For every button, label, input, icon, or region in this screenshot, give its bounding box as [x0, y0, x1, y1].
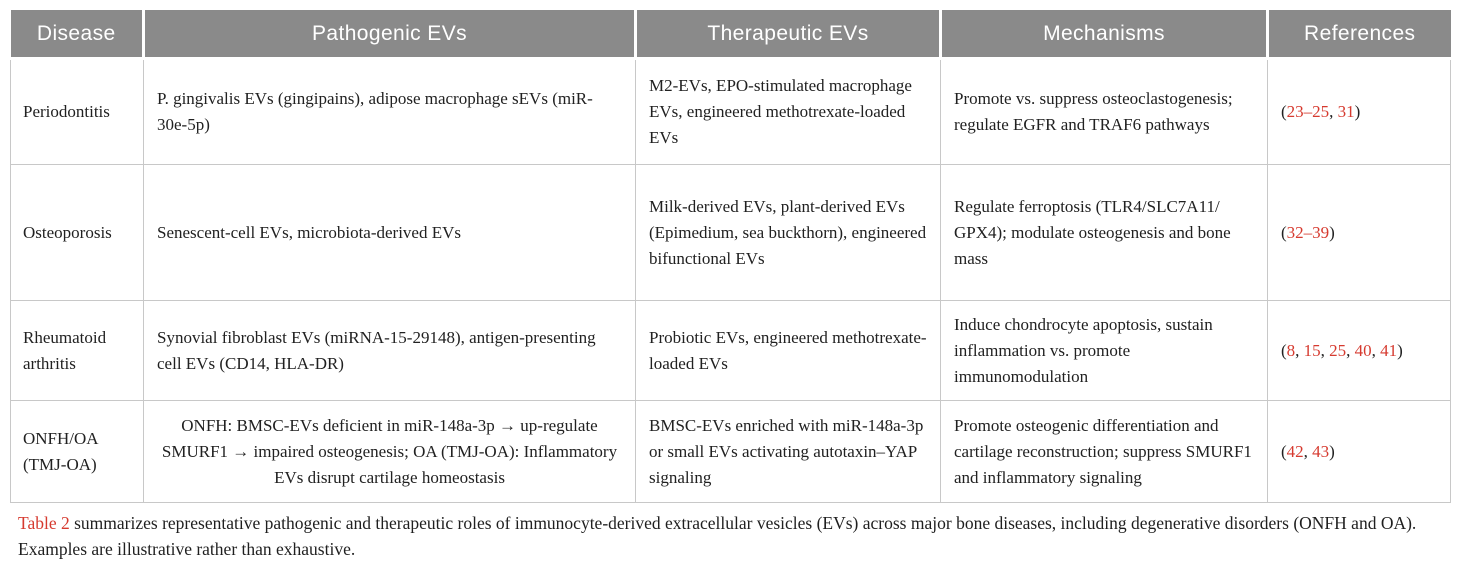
citation-punctuation: ,: [1320, 340, 1330, 360]
citation-link[interactable]: 25: [1329, 340, 1347, 360]
column-header-mechanisms: Mechanisms: [940, 10, 1269, 60]
cell-therapeutic-evs: Milk-derived EVs, plant-derived EVs (Epi…: [635, 164, 941, 301]
citation-punctuation: (: [1281, 222, 1287, 242]
citation-punctuation: ): [1329, 441, 1335, 461]
citation-punctuation: ,: [1346, 340, 1355, 360]
column-header-disease: Disease: [10, 10, 145, 60]
ev-bone-disease-table: Disease Pathogenic EVs Therapeutic EVs M…: [10, 10, 1451, 503]
cell-pathogenic-evs: Synovial fibroblast EVs (miRNA-15-29148)…: [143, 300, 636, 401]
table-row-osteoporosis: Osteoporosis Senescent-cell EVs, microbi…: [10, 164, 1451, 301]
cell-references: (8, 15, 25, 40, 41): [1267, 300, 1451, 401]
citation-link[interactable]: 40: [1354, 340, 1372, 360]
citation-punctuation: ): [1329, 222, 1335, 242]
column-header-pathogenic-evs: Pathogenic EVs: [143, 10, 637, 60]
citation-link[interactable]: 31: [1337, 102, 1355, 121]
cell-pathogenic-evs: Senescent-cell EVs, microbiota-derived E…: [143, 164, 636, 301]
table-row-onfh-oa: ONFH/OA (TMJ-OA) ONFH: BMSC-EVs deficien…: [10, 400, 1451, 503]
cell-mechanisms: Induce chondrocyte apoptosis, sustain in…: [940, 300, 1268, 401]
cell-disease: Rheumatoid arthritis: [10, 300, 144, 401]
citation-punctuation: ,: [1303, 441, 1313, 461]
cell-disease: ONFH/OA (TMJ-OA): [10, 400, 144, 503]
cell-therapeutic-evs: M2-EVs, EPO-stimulated macrophage EVs, e…: [635, 58, 941, 165]
citation-link[interactable]: 41: [1380, 340, 1398, 360]
table-caption-text: summarizes representative pathogenic and…: [18, 513, 1417, 559]
cell-references: (23–25, 31): [1267, 58, 1451, 165]
cell-therapeutic-evs: Probiotic EVs, engineered methotrexate-l…: [635, 300, 941, 401]
table-caption-link[interactable]: Table 2: [18, 513, 70, 533]
citation-punctuation: (: [1281, 441, 1287, 461]
cell-references: (32–39): [1267, 164, 1451, 301]
table-header-row: Disease Pathogenic EVs Therapeutic EVs M…: [10, 10, 1451, 60]
cell-therapeutic-evs: BMSC-EVs enriched with miR-148a-3p or sm…: [635, 400, 941, 503]
citation-link[interactable]: 32–39: [1286, 222, 1330, 242]
cell-mechanisms: Promote vs. suppress osteoclastogenesis;…: [940, 58, 1268, 165]
citation-punctuation: ,: [1329, 102, 1338, 121]
citation-punctuation: (: [1281, 102, 1287, 121]
cell-references: (42, 43): [1267, 400, 1451, 503]
table-row-rheumatoid-arthritis: Rheumatoid arthritis Synovial fibroblast…: [10, 300, 1451, 401]
cell-mechanisms: Regulate ferroptosis (TLR4/SLC7A11/ GPX4…: [940, 164, 1268, 301]
citation-link[interactable]: 42: [1286, 441, 1304, 461]
citation-punctuation: ): [1397, 340, 1403, 360]
cell-disease: Periodontitis: [10, 58, 144, 165]
table-caption: Table 2 summarizes representative pathog…: [10, 503, 1460, 562]
cell-disease: Osteoporosis: [10, 164, 144, 301]
citation-link[interactable]: 8: [1286, 340, 1296, 360]
column-header-therapeutic-evs: Therapeutic EVs: [635, 10, 942, 60]
citation-link[interactable]: 43: [1312, 441, 1330, 461]
column-header-references: References: [1267, 10, 1451, 60]
cell-pathogenic-evs: ONFH: BMSC-EVs deficient in miR-148a-3p …: [143, 400, 636, 503]
cell-pathogenic-evs: P. gingivalis EVs (gingipains), adipose …: [143, 58, 636, 165]
citation-punctuation: ,: [1295, 340, 1304, 360]
citation-link[interactable]: 15: [1303, 340, 1321, 360]
citation-link[interactable]: 23–25: [1286, 102, 1330, 121]
cell-mechanisms: Promote osteogenic differentiation and c…: [940, 400, 1268, 503]
citation-punctuation: (: [1281, 340, 1287, 360]
citation-punctuation: ,: [1371, 340, 1381, 360]
table-row-periodontitis: Periodontitis P. gingivalis EVs (gingipa…: [10, 58, 1451, 165]
citation-punctuation: ): [1354, 102, 1361, 121]
